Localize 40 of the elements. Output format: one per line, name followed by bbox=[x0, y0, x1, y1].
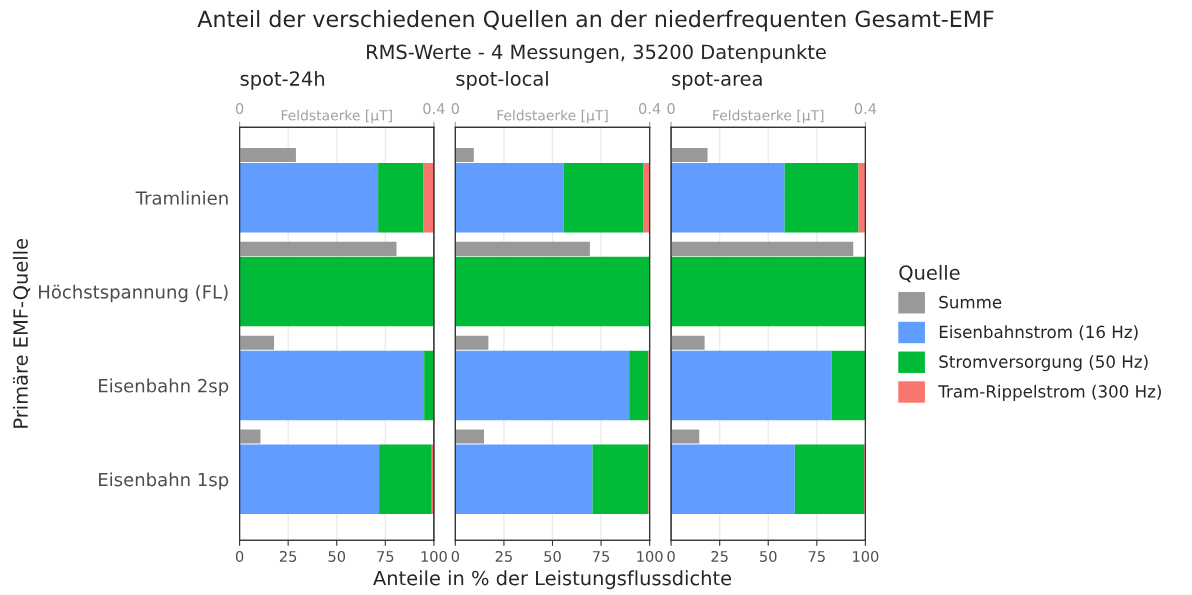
x-tick-label: 75 bbox=[592, 551, 610, 562]
x-tick-label: 0 bbox=[667, 550, 675, 562]
legend-label: Tram-Rippelstrom (300 Hz) bbox=[938, 384, 1161, 401]
y-axis-title: Primäre EMF-Quelle bbox=[12, 239, 31, 428]
x2-tick-label: 0 bbox=[451, 103, 460, 115]
x-tick-label: 25 bbox=[279, 550, 297, 562]
x-tick-label: 25 bbox=[711, 550, 728, 562]
y-tick-label: Höchstspannung (FL) bbox=[39, 284, 228, 303]
legend-label: Eisenbahnstrom (16 Hz) bbox=[939, 325, 1138, 341]
y-tick-label: Eisenbahn 1sp bbox=[99, 472, 229, 490]
x-tick-label: 75 bbox=[377, 551, 394, 562]
x-tick-label: 0 bbox=[235, 550, 244, 562]
x2-tick-label: 0.4 bbox=[854, 103, 877, 115]
legend-label: Stromversorgung (50 Hz) bbox=[939, 355, 1148, 372]
x-tick-label: 0 bbox=[451, 550, 460, 562]
chart-title: spot-area bbox=[672, 72, 762, 90]
legend-title: Quelle bbox=[899, 264, 960, 283]
text: Anteil der verschiedenen Quellen an der niederfrequenten Gesamt-EMF bbox=[197, 10, 994, 32]
x-axis-title: Anteile in % der Leistungsflussdichte bbox=[373, 570, 732, 590]
text: RMS-Werte - 4 Messungen, 35200 Datenpunkte bbox=[367, 44, 826, 63]
x2-axis-title: Feldstaerke [µT] bbox=[713, 109, 824, 124]
x-tick-label: 50 bbox=[760, 550, 777, 562]
x2-tick-label: 0 bbox=[235, 103, 244, 115]
x-tick-label: 50 bbox=[328, 550, 346, 562]
y-tick-label: Eisenbahn 2sp bbox=[99, 378, 229, 397]
x2-tick-label: 0.4 bbox=[423, 103, 445, 115]
x-tick-label: 100 bbox=[421, 550, 447, 562]
legend-label: Summe bbox=[939, 295, 1002, 309]
x2-axis-title: Feldstaerke [µT] bbox=[281, 109, 392, 124]
x2-axis-title: Feldstaerke [µT] bbox=[497, 109, 608, 124]
x2-tick-label: 0.4 bbox=[639, 103, 661, 115]
chart-title: spot-24h bbox=[240, 70, 325, 90]
y-tick-label: Tramlinien bbox=[135, 190, 228, 205]
x-tick-label: 100 bbox=[853, 550, 879, 562]
x2-tick-label: 0 bbox=[667, 103, 675, 115]
x-tick-label: 50 bbox=[544, 550, 561, 562]
x-tick-label: 25 bbox=[495, 550, 512, 562]
x-tick-label: 75 bbox=[808, 551, 825, 562]
x-tick-label: 100 bbox=[637, 550, 663, 562]
chart-title: spot-local bbox=[456, 70, 548, 90]
